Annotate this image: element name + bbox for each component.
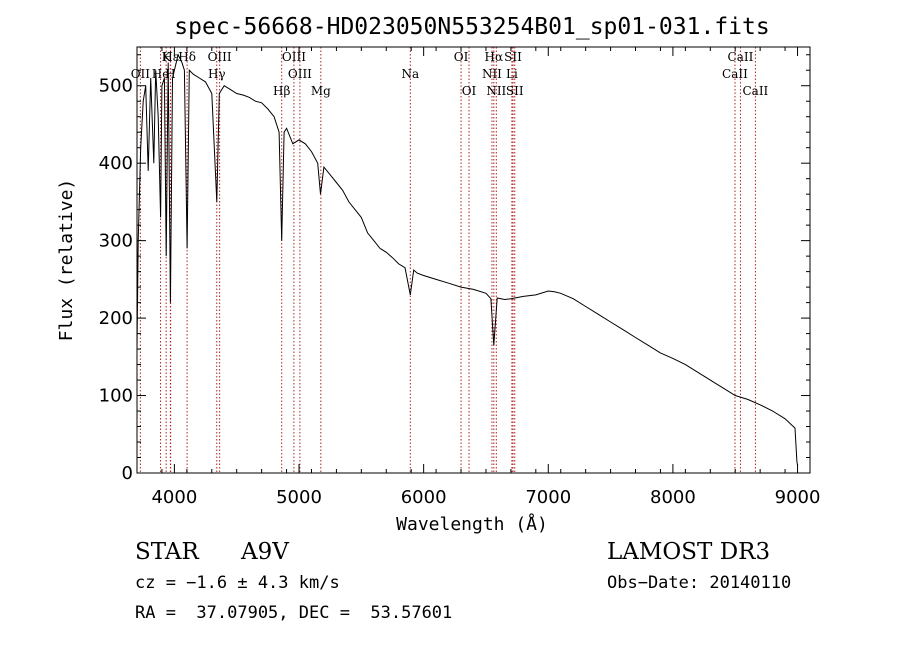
line-label-lines_low-0: Hβ <box>273 84 290 98</box>
y-tick-label-5: 500 <box>99 76 133 97</box>
line-label-lines_top-8: CaII <box>728 50 754 64</box>
line-label-lines_low-5: CaII <box>742 84 768 98</box>
line-label-lines_top-4: OIII <box>282 50 306 64</box>
y-tick-label-1: 100 <box>99 386 133 407</box>
line-label-lines_mid-0: OII <box>131 67 151 81</box>
redshift-velocity: cz = −1.6 ± 4.3 km/s <box>135 573 340 593</box>
x-tick-label-1: 5000 <box>276 487 322 508</box>
spectrum-plot: spec-56668-HD023050N553254B01_sp01-031.f… <box>56 14 821 535</box>
axis-ticks: 4000 5000 6000 7000 8000 9000 0 100 200 300 400 500 <box>99 47 821 508</box>
y-axis-label: Flux (relative) <box>56 179 77 342</box>
line-label-lines_top-5: OI <box>454 50 469 64</box>
plot-frame <box>136 46 811 474</box>
y-tick-label-2: 200 <box>99 308 133 329</box>
line-label-lines_top-1: K <box>162 50 172 64</box>
y-tick-label-4: 400 <box>99 153 133 174</box>
x-tick-label-2: 6000 <box>401 487 447 508</box>
line-label-lines_top-7: SII <box>504 50 522 64</box>
spectrum-line <box>136 53 798 466</box>
line-label-lines_low-4: SII <box>506 84 524 98</box>
line-label-lines_mid-8: CaII <box>722 67 748 81</box>
line-label-lines_mid-5: Na <box>401 67 419 81</box>
x-tick-label-3: 7000 <box>525 487 571 508</box>
object-subclass: A9V <box>241 539 289 565</box>
line-label-lines_mid-4: OIII <box>288 67 312 81</box>
line-label-lines_low-2: OI <box>462 84 477 98</box>
line-label-lines_mid-2: H <box>165 67 175 81</box>
line-markers <box>139 47 756 473</box>
object-class: STAR <box>135 539 199 565</box>
x-tick-label-4: 8000 <box>650 487 696 508</box>
line-label-lines_mid-7: Li <box>506 67 518 81</box>
survey-name: LAMOST DR3 <box>607 539 771 565</box>
line-label-lines_mid-3: Hγ <box>208 67 226 81</box>
line-label-lines_low-1: Mg <box>311 84 331 98</box>
x-axis-label: Wavelength (Å) <box>396 513 548 535</box>
line-label-lines_top-0: Hδ <box>178 50 196 64</box>
line-label-lines_low-3: NII <box>486 84 506 98</box>
chart-title: spec-56668-HD023050N553254B01_sp01-031.f… <box>174 14 769 40</box>
y-tick-label-0: 0 <box>122 463 133 484</box>
observation-date: Obs−Date: 20140110 <box>607 573 792 593</box>
coordinates: RA = 37.07905, DEC = 53.57601 <box>135 603 453 623</box>
x-tick-label-5: 9000 <box>775 487 821 508</box>
line-label-lines_top-6: Hα <box>485 50 504 64</box>
line-label-lines_mid-6: NII <box>482 67 502 81</box>
line-label-lines_top-3: OIII <box>208 50 232 64</box>
x-tick-label-0: 4000 <box>151 487 197 508</box>
y-tick-label-3: 300 <box>99 231 133 252</box>
